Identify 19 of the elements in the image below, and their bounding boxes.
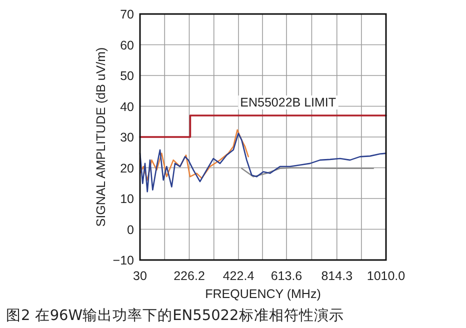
x-tick-label: 1010.0 xyxy=(366,269,406,283)
series-label: EN55022B LIMIT xyxy=(240,95,336,110)
caption: 图2 在96W输出功率下的EN55022标准相符性演示 xyxy=(6,307,344,324)
x-tick-label: 814.3 xyxy=(321,269,353,283)
y-tick-label: −10 xyxy=(112,254,134,268)
y-tick-label: 30 xyxy=(120,130,134,144)
y-tick-label: 40 xyxy=(120,100,134,114)
x-tick-label: 226.2 xyxy=(174,269,205,283)
x-tick-label: 30 xyxy=(133,269,147,283)
x-axis-title: FREQUENCY (MHz) xyxy=(205,287,321,301)
y-tick-label: 0 xyxy=(127,222,134,237)
y-axis-title: SIGNAL AMPLITUDE (dB uV/m) xyxy=(94,47,108,227)
y-tick-label: 50 xyxy=(120,69,134,83)
x-tick-label: 613.6 xyxy=(270,269,302,283)
y-tick-label: 70 xyxy=(120,8,134,22)
y-tick-label: 60 xyxy=(120,38,134,52)
y-tick-label: 20 xyxy=(120,161,134,176)
x-tick-label: 422.4 xyxy=(222,269,254,283)
y-tick-label: 10 xyxy=(120,192,134,206)
